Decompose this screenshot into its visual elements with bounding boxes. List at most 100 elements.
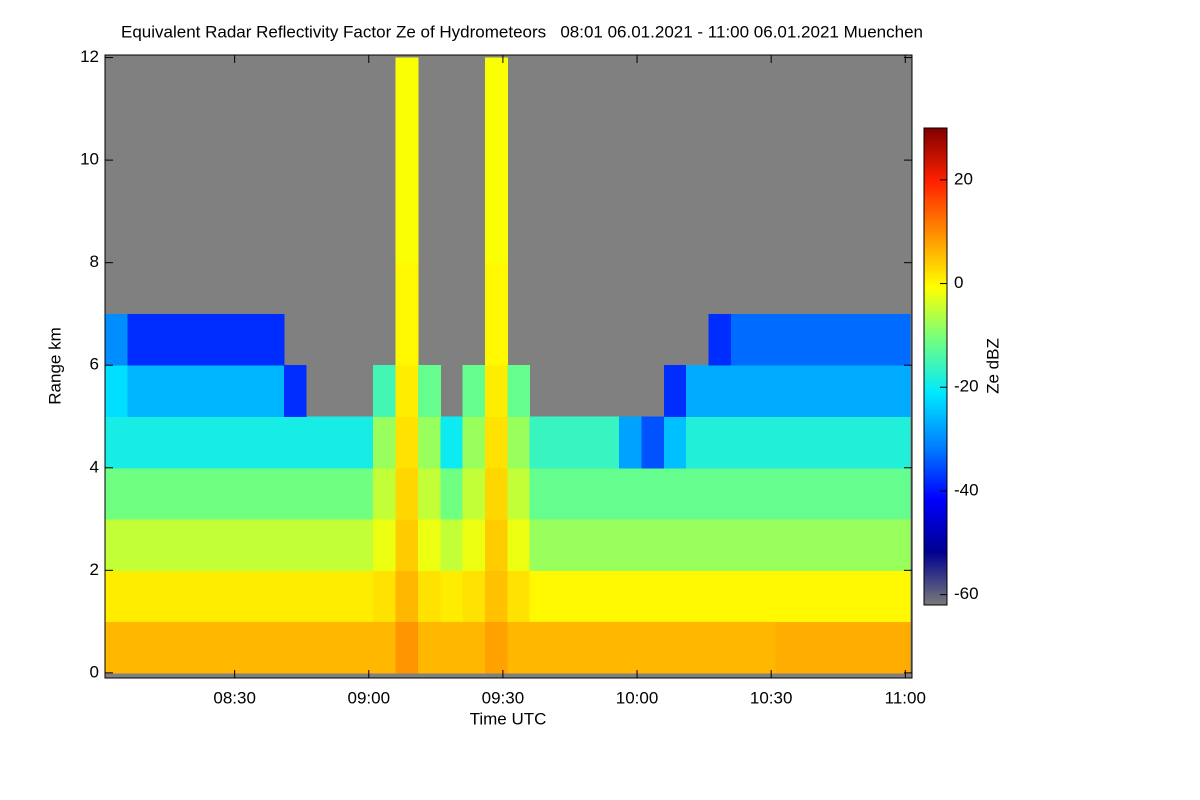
heatmap-cell [842,313,866,366]
heatmap-cell [529,570,553,623]
heatmap-cell [149,570,173,623]
heatmap-cell [462,467,486,520]
heatmap-cell [708,519,732,571]
heatmap-cell [417,519,441,571]
heatmap-cell [887,467,911,520]
heatmap-cell [485,416,508,469]
heatmap-cell [485,160,508,212]
heatmap-cell [239,467,262,520]
heatmap-cell [261,467,285,520]
chart-title: Equivalent Radar Reflectivity Factor Ze … [121,22,923,41]
heatmap-cell [887,570,911,623]
heatmap-cell [619,467,643,520]
heatmap-cell [797,467,821,520]
heatmap-cell [373,416,397,469]
heatmap-cell [216,313,240,366]
heatmap-cell [485,519,508,571]
heatmap-cell [552,467,575,520]
heatmap-cell [708,621,732,674]
heatmap-cell [619,570,643,623]
heatmap-cell [753,570,777,623]
heatmap-cell [462,365,486,417]
heatmap-cell [261,365,285,417]
heatmap-cell [663,621,687,674]
heatmap-cell [820,570,844,623]
y-tick-label: 8 [90,252,99,271]
heatmap-cell [574,519,598,571]
heatmap-cell [730,621,754,674]
heatmap-cell [395,467,419,520]
heatmap-cell [485,108,508,161]
heatmap-cell [105,570,128,623]
heatmap-cell [127,519,151,571]
heatmap-cell [865,519,888,571]
heatmap-cell [485,570,508,623]
heatmap-cell [865,621,888,674]
heatmap-cell [596,570,620,623]
heatmap-cell [194,365,218,417]
heatmap-cell [485,365,508,417]
heatmap-cell [552,519,575,571]
heatmap-cell [887,365,911,417]
colorbar-tick-label: -60 [954,584,979,603]
heatmap-cell [820,416,844,469]
heatmap-cell [127,416,151,469]
heatmap-cell [887,519,911,571]
heatmap-cell [261,416,285,469]
heatmap-cell [395,57,419,110]
heatmap-cell [127,467,151,520]
heatmap-cell [730,416,754,469]
heatmap-cell [350,519,374,571]
heatmap-cell [596,416,620,469]
heatmap-cell [216,570,240,623]
heatmap-cell [239,570,262,623]
heatmap-cell [328,416,352,469]
heatmap-cell [172,519,195,571]
x-axis-label: Time UTC [470,709,547,728]
heatmap-cell [261,570,285,623]
x-tick-label: 08:30 [213,688,256,707]
heatmap-cell [775,621,799,674]
heatmap-cell [797,313,821,366]
heatmap-cell [507,621,531,674]
heatmap-cell [328,570,352,623]
heatmap-cell [797,416,821,469]
heatmap-cell [306,467,330,520]
y-tick-label: 0 [90,662,99,681]
heatmap-cell [216,365,240,417]
heatmap-cell [730,365,754,417]
colorbar-tick-label: -40 [954,480,979,499]
heatmap-cell [529,519,553,571]
heatmap-cell [663,416,687,469]
heatmap-cell [417,570,441,623]
heatmap-cell [797,621,821,674]
heatmap-cell [842,519,866,571]
y-axis-label: Range km [45,327,64,404]
heatmap-cell [619,416,643,469]
heatmap-cell [283,467,307,520]
heatmap-cell [485,262,508,315]
heatmap-cell [663,467,687,520]
heatmap-cell [887,313,911,366]
heatmap-cell [194,313,218,366]
heatmap-cell [350,621,374,674]
heatmap-cell [328,467,352,520]
heatmap-cell [283,519,307,571]
y-tick-label: 12 [80,47,99,66]
heatmap-cell [753,467,777,520]
heatmap-cell [172,313,195,366]
heatmap-cell [775,365,799,417]
heatmap-cell [373,365,397,417]
heatmap-cell [820,467,844,520]
heatmap-cell [596,467,620,520]
heatmap-cell [663,519,687,571]
heatmap-cell [440,467,464,520]
heatmap-cell [239,519,262,571]
heatmap-cell [395,621,419,674]
heatmap-cell [417,365,441,417]
heatmap-cell [730,519,754,571]
heatmap-cell [395,313,419,366]
heatmap-cell [663,570,687,623]
y-tick-label: 10 [80,150,99,169]
heatmap-cell [730,467,754,520]
